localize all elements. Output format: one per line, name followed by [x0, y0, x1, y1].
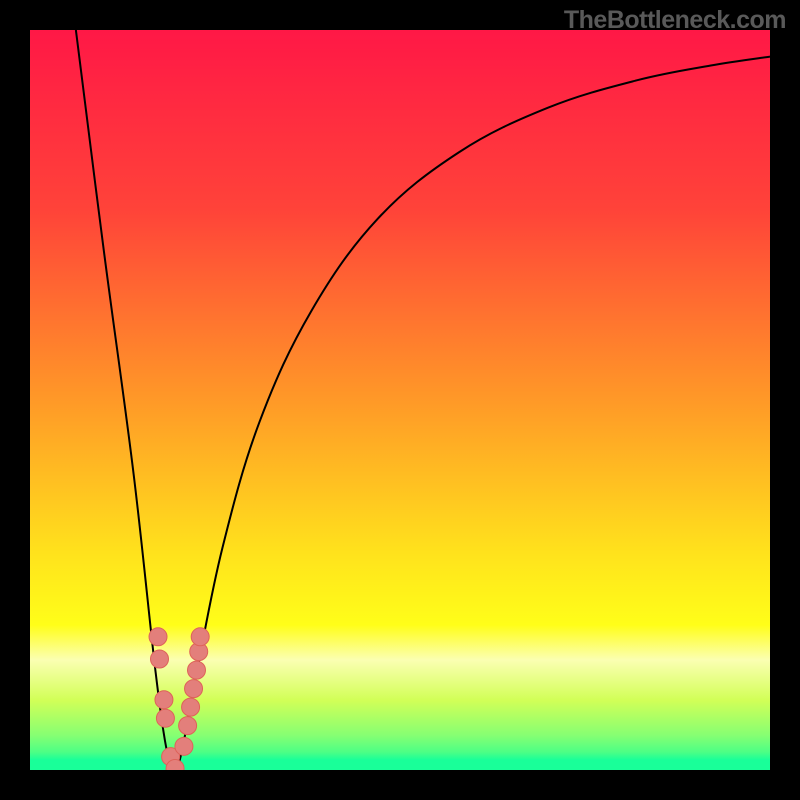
data-marker [155, 691, 173, 709]
data-marker [188, 661, 206, 679]
data-marker [182, 698, 200, 716]
watermark-text: TheBottleneck.com [564, 6, 786, 35]
data-marker [175, 737, 193, 755]
data-marker [151, 650, 169, 668]
chart-svg [0, 0, 800, 800]
data-marker [185, 680, 203, 698]
chart-canvas: { "watermark": { "text": "TheBottleneck.… [0, 0, 800, 800]
data-marker [156, 709, 174, 727]
data-marker [191, 628, 209, 646]
data-marker [179, 717, 197, 735]
data-marker [149, 628, 167, 646]
